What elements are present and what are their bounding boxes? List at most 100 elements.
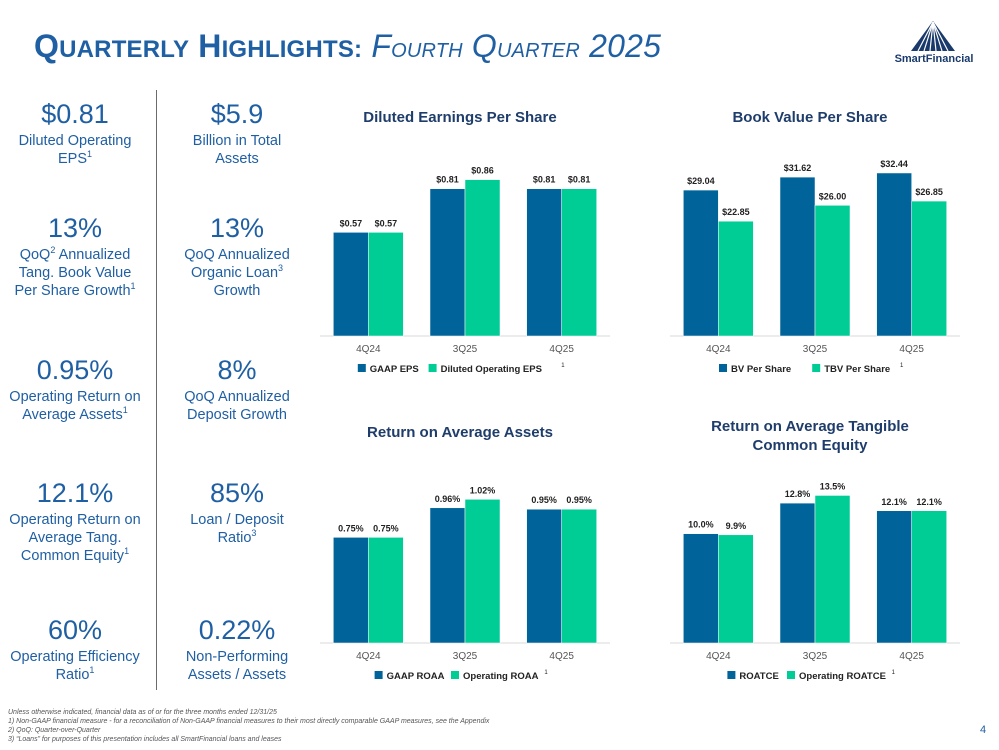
data-label: 0.95% [566, 495, 592, 505]
legend-swatch [727, 671, 736, 679]
metric-value: 0.22% [198, 615, 276, 645]
bar-gaap-roaa [429, 507, 466, 644]
data-label: 0.75% [338, 523, 364, 533]
data-label: $31.62 [784, 163, 812, 173]
bar-roatce [876, 510, 912, 644]
metric-value: $5.9 [210, 99, 264, 129]
legend-swatch [357, 364, 366, 372]
legend-entry: BV Per Share [731, 364, 791, 375]
bar-tbv-per-share [718, 220, 754, 337]
legend-swatch [812, 364, 821, 372]
bar-operating-roaa [368, 537, 404, 644]
metric-value: 60% [47, 615, 103, 645]
chart-roaa: Return on Average Assets 0.75% 0.75% 4Q24 0.… [300, 415, 630, 705]
legend-swatch [451, 671, 459, 679]
metric-label: QoQ Annualized Organic Loan3 Growth [184, 247, 290, 299]
chart-diluted-eps: Diluted Earnings Per Share $0.57 $0.57 4Q24… [300, 100, 630, 390]
x-tick-label: 4Q25 [549, 651, 574, 662]
metric-label: Diluted Operating EPS1 [18, 133, 132, 167]
bar-roatce [683, 533, 719, 644]
metric-loan-growth: 13% QoQ Annualized Organic Loan3 Growth [162, 212, 312, 300]
legend-footnote-marker: 1 [561, 363, 565, 369]
chart-title: Return on Average Assets [367, 424, 553, 441]
footnote: 2) QoQ: Quarter-over-Quarter [8, 727, 101, 734]
metrics-divider [156, 90, 157, 690]
bar-operating-roatce [814, 495, 851, 644]
metric-label: Billion in Total Assets [192, 133, 282, 167]
metric-value: 0.95% [36, 355, 114, 385]
bar-bv-per-share [779, 176, 816, 337]
legend-swatch [787, 671, 795, 679]
x-tick-label: 3Q25 [803, 651, 828, 662]
metric-value: 13% [209, 213, 265, 243]
bar-tbv-per-share [911, 200, 947, 337]
x-tick-label: 4Q24 [706, 344, 731, 355]
page-title: QUARTERLY HIGHLIGHTS: FOURTH QUARTER 202… [34, 28, 662, 64]
metric-label: Operating Return on Average Assets1 [9, 389, 141, 423]
bar-operating-roaa [464, 499, 501, 644]
footnote: 3) “Loans” for purposes of this presenta… [8, 736, 282, 743]
legend-swatch [428, 364, 437, 372]
metric-operating-roaa: 0.95% Operating Return on Average Assets… [0, 354, 150, 424]
data-label: $0.86 [471, 166, 494, 176]
chart-book-value: Book Value Per Share $29.04 $22.85 4Q24 $31.… [650, 100, 980, 390]
data-label: 12.8% [785, 489, 811, 499]
metric-npa-assets: 0.22% Non-Performing Assets / Assets [162, 614, 312, 684]
metric-label: Non-Performing Assets / Assets [185, 649, 289, 683]
bar-gaap-roaa [333, 537, 369, 644]
data-label: $26.85 [915, 187, 943, 197]
metric-diluted-operating-eps: $0.81 Diluted Operating EPS1 [0, 98, 150, 168]
legend-entry: GAAP EPS [370, 364, 419, 375]
data-label: $29.04 [687, 176, 715, 186]
legend-swatch [719, 364, 727, 372]
chart-roatce: Return on Average Tangible Common Equity 1… [650, 415, 980, 705]
legend-footnote-marker: 1 [892, 670, 896, 676]
x-tick-label: 4Q24 [356, 651, 381, 662]
metric-value: 13% [47, 213, 103, 243]
metric-operating-roatce: 12.1% Operating Return on Average Tang. … [0, 477, 150, 565]
legend-footnote-marker: 1 [900, 363, 904, 369]
data-label: 0.96% [435, 494, 461, 504]
metric-label: QoQ Annualized Deposit Growth [184, 389, 290, 423]
bar-tbv-per-share [814, 205, 851, 337]
legend-entry: Operating ROATCE [799, 671, 886, 682]
data-label: 12.1% [881, 497, 907, 507]
metric-label: QoQ2 Annualized Tang. Book Value Per Sha… [14, 245, 136, 299]
x-tick-label: 4Q24 [356, 344, 381, 355]
bar-gaap-roaa [526, 508, 562, 644]
legend-entry: ROATCE [739, 671, 778, 682]
metric-value: 12.1% [36, 478, 114, 508]
x-tick-label: 3Q25 [803, 344, 828, 355]
data-label: 13.5% [820, 481, 846, 491]
data-label: $0.81 [568, 175, 591, 185]
data-label: $0.57 [375, 218, 398, 228]
bar-bv-per-share [683, 189, 719, 337]
x-tick-label: 4Q24 [706, 651, 731, 662]
bar-gaap-eps [333, 232, 369, 337]
bar-diluted-operating-eps [368, 232, 404, 337]
metric-efficiency-ratio: 60% Operating Efficiency Ratio1 [0, 614, 150, 684]
chart-title: Diluted Earnings Per Share [363, 109, 556, 126]
metric-label: Operating Return on Average Tang. Common… [9, 512, 141, 564]
data-label: 12.1% [916, 497, 942, 507]
bar-diluted-operating-eps [464, 179, 501, 337]
metric-loan-deposit-ratio: 85% Loan / Deposit Ratio3 [162, 477, 312, 547]
legend-entry: TBV Per Share [824, 364, 890, 375]
metric-tbv-growth: 13% QoQ2 Annualized Tang. Book Value Per… [0, 212, 150, 300]
logo-mark-icon [911, 21, 955, 52]
data-label: $0.81 [436, 175, 459, 185]
data-label: $0.57 [340, 218, 363, 228]
data-label: 9.9% [726, 521, 747, 531]
data-label: $32.44 [880, 159, 908, 169]
legend-entry: Operating ROAA [463, 671, 539, 682]
footnote: 1) Non-GAAP financial measure - for a re… [8, 718, 490, 725]
data-label: $26.00 [819, 191, 847, 201]
x-tick-label: 3Q25 [453, 651, 478, 662]
metric-value: $0.81 [41, 99, 109, 129]
legend-footnote-marker: 1 [544, 670, 548, 676]
x-tick-label: 4Q25 [899, 344, 924, 355]
data-label: 0.75% [373, 523, 399, 533]
data-label: 10.0% [688, 520, 714, 530]
metric-deposit-growth: 8% QoQ Annualized Deposit Growth [162, 354, 312, 424]
bar-operating-roatce [911, 510, 947, 644]
